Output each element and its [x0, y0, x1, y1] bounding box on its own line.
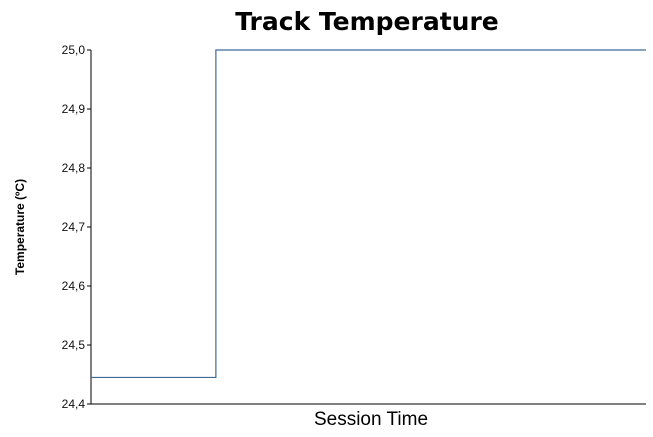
y-tick-label: 24,4: [62, 397, 86, 411]
y-tick-label: 24,6: [62, 279, 86, 293]
series-line-0: [91, 49, 646, 379]
x-axis-label: Session Time: [314, 409, 428, 430]
y-tick-label: 24,5: [62, 338, 86, 352]
y-tick-label: 24,8: [62, 161, 86, 175]
chart-title: Track Temperature: [235, 7, 498, 36]
y-tick-label: 24,9: [62, 102, 86, 116]
y-tick-label: 24,7: [62, 220, 86, 234]
y-tick-label: 25,0: [62, 43, 86, 57]
y-axis-label: Temperature (ºC): [13, 179, 27, 275]
y-axis-ticks: 25,0 24,9 24,8 24,7 24,6 24,5 24,4: [62, 43, 91, 411]
series-group: [91, 49, 646, 379]
